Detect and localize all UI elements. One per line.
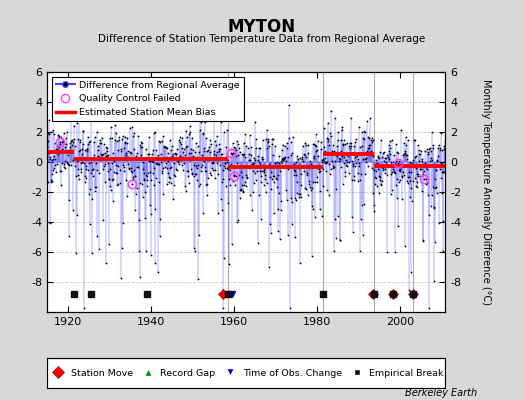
Text: Difference of Station Temperature Data from Regional Average: Difference of Station Temperature Data f… (99, 34, 425, 44)
FancyBboxPatch shape (47, 358, 445, 388)
Text: MYTON: MYTON (228, 18, 296, 36)
Legend: Difference from Regional Average, Quality Control Failed, Estimated Station Mean: Difference from Regional Average, Qualit… (52, 77, 244, 121)
Y-axis label: Monthly Temperature Anomaly Difference (°C): Monthly Temperature Anomaly Difference (… (481, 79, 491, 305)
Text: Berkeley Earth: Berkeley Earth (405, 388, 477, 398)
Legend: Station Move, Record Gap, Time of Obs. Change, Empirical Break: Station Move, Record Gap, Time of Obs. C… (46, 366, 446, 380)
